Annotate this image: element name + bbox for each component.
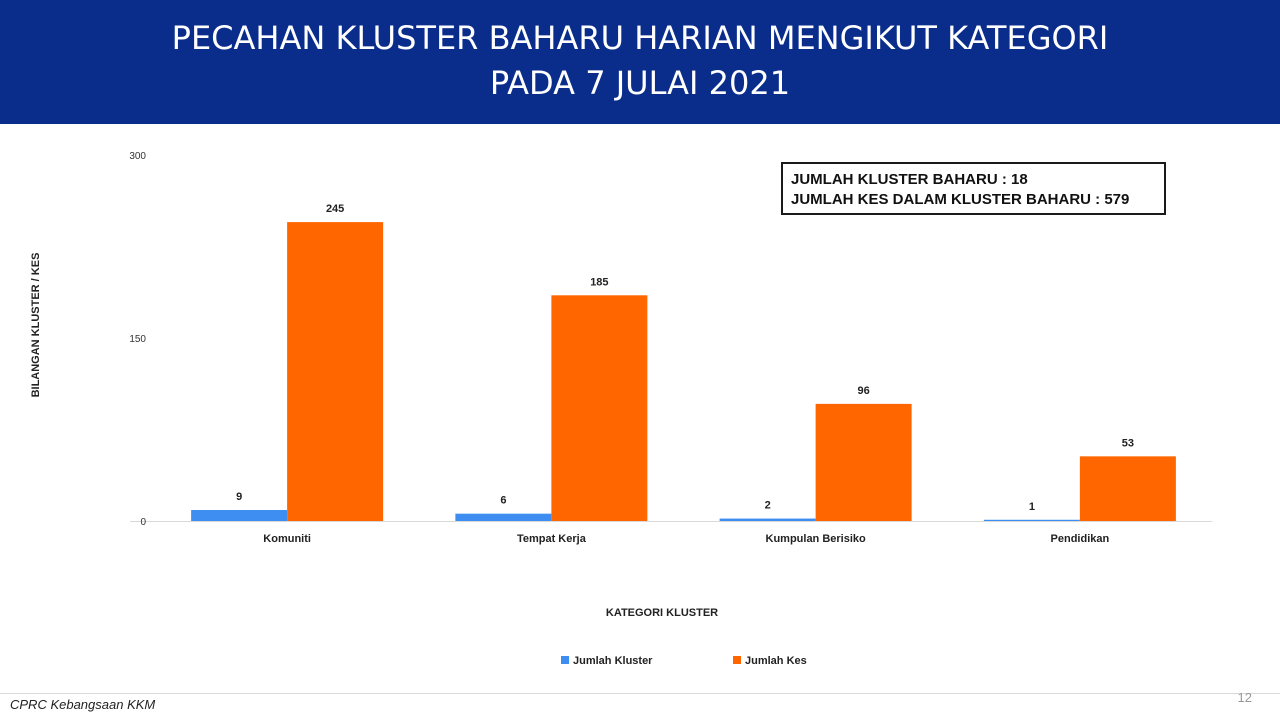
data-label: 9 xyxy=(236,491,242,503)
bar xyxy=(287,222,384,521)
bar-chart-area: 0 150 300 9 245 Komuniti 6 185 Tempat Kerja 2 96 Ku… xyxy=(0,124,1280,684)
page-number: 12 xyxy=(1237,690,1252,705)
source-credit: CPRC Kebangsaan KKM xyxy=(10,697,156,712)
bar xyxy=(191,510,288,521)
x-tick-label: Tempat Kerja xyxy=(517,533,587,545)
data-label: 53 xyxy=(1122,437,1134,449)
data-label: 2 xyxy=(765,500,771,512)
data-label: 6 xyxy=(500,495,506,507)
x-axis-label: KATEGORI KLUSTER xyxy=(606,607,718,619)
legend-label: Jumlah Kluster xyxy=(573,655,653,667)
bar xyxy=(983,519,1080,521)
legend-swatch xyxy=(561,656,569,664)
bar xyxy=(1079,456,1176,521)
title-banner: PECAHAN KLUSTER BAHARU HARIAN MENGIKUT K… xyxy=(0,0,1280,124)
y-tick-label: 0 xyxy=(140,517,146,528)
legend-swatch xyxy=(733,656,741,664)
bar xyxy=(719,518,816,521)
chart-title-line1: PECAHAN KLUSTER BAHARU HARIAN MENGIKUT K… xyxy=(171,19,1109,57)
data-label: 1 xyxy=(1029,501,1035,513)
x-tick-label: Komuniti xyxy=(263,533,311,545)
legend-label: Jumlah Kes xyxy=(745,655,807,667)
bar xyxy=(815,403,912,521)
y-tick-label: 150 xyxy=(129,334,146,345)
data-label: 185 xyxy=(590,276,608,288)
x-tick-label: Pendidikan xyxy=(1051,533,1110,545)
data-label: 96 xyxy=(858,385,870,397)
summary-total-cases: JUMLAH KES DALAM KLUSTER BAHARU : 579 xyxy=(791,191,1130,208)
summary-total-clusters: JUMLAH KLUSTER BAHARU : 18 xyxy=(791,171,1028,188)
footer-divider xyxy=(0,693,1280,694)
bar-chart: 0 150 300 9 245 Komuniti 6 185 Tempat Kerja 2 96 Ku… xyxy=(129,151,1212,667)
bar xyxy=(455,513,552,521)
summary-box: JUMLAH KLUSTER BAHARU : 18 JUMLAH KES DA… xyxy=(781,162,1166,215)
x-tick-label: Kumpulan Berisiko xyxy=(766,533,867,545)
data-label: 245 xyxy=(326,203,344,215)
chart-title-line2: PADA 7 JULAI 2021 xyxy=(489,64,791,102)
y-tick-label: 300 xyxy=(129,151,146,162)
bar xyxy=(551,295,648,521)
